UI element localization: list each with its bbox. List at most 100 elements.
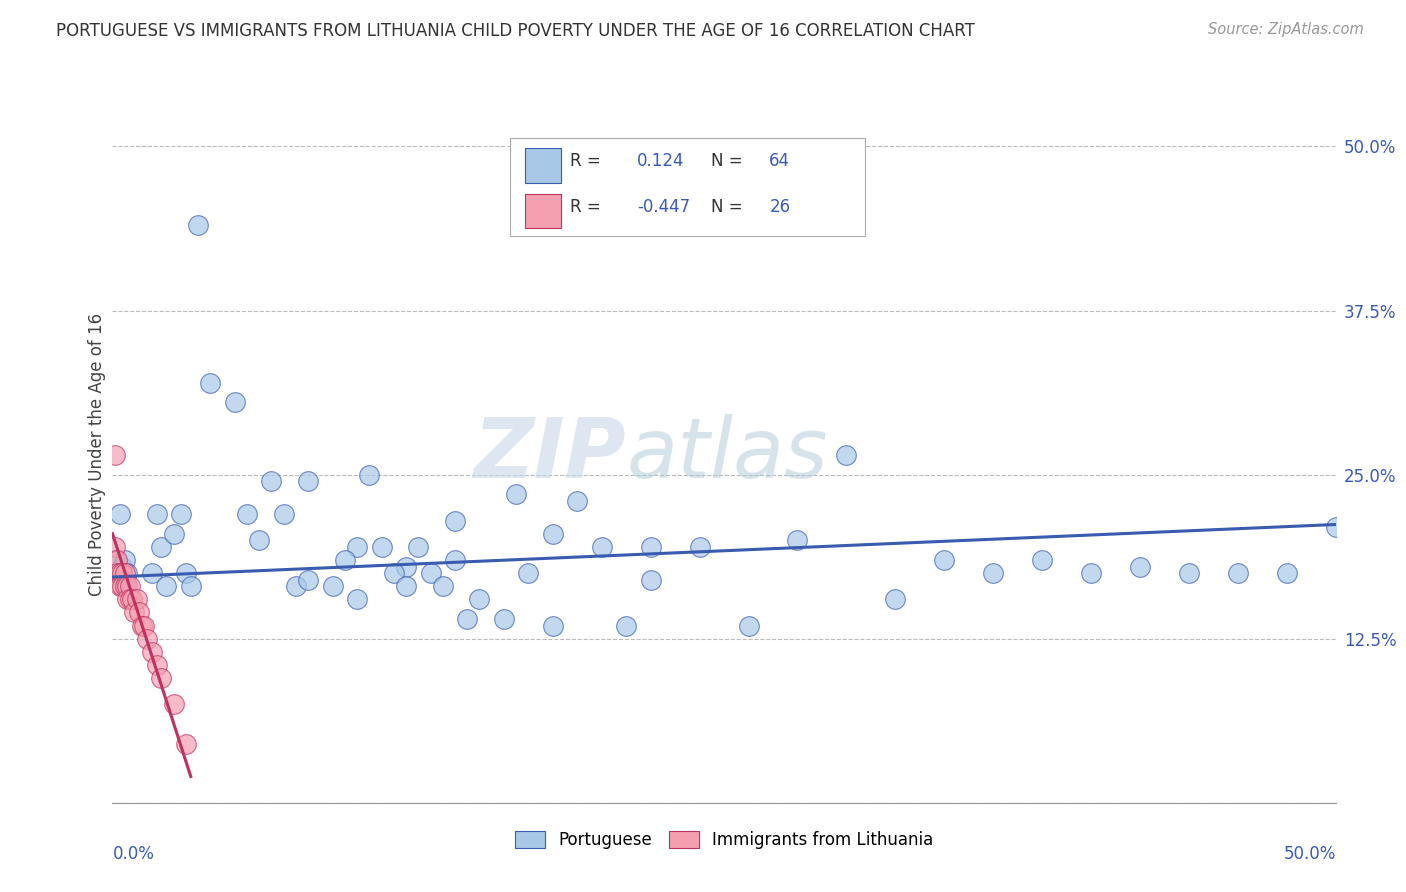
Point	[180, 579, 202, 593]
Point	[187, 218, 209, 232]
Point	[346, 540, 368, 554]
Point	[163, 698, 186, 712]
Point	[114, 566, 136, 580]
Point	[125, 592, 148, 607]
Text: 0.0%: 0.0%	[112, 845, 155, 863]
Y-axis label: Child Poverty Under the Age of 16: Child Poverty Under the Age of 16	[87, 313, 105, 597]
Text: N =: N =	[710, 198, 748, 216]
Point	[114, 579, 136, 593]
Point	[135, 632, 157, 646]
Point	[108, 507, 131, 521]
Text: 64: 64	[769, 153, 790, 170]
Point	[141, 645, 163, 659]
Text: PORTUGUESE VS IMMIGRANTS FROM LITHUANIA CHILD POVERTY UNDER THE AGE OF 16 CORREL: PORTUGUESE VS IMMIGRANTS FROM LITHUANIA …	[56, 22, 976, 40]
Point	[131, 618, 153, 632]
Point	[395, 559, 418, 574]
Point	[105, 553, 128, 567]
Point	[1178, 566, 1201, 580]
Point	[163, 526, 186, 541]
Point	[322, 579, 344, 593]
Point	[260, 474, 283, 488]
Point	[468, 592, 491, 607]
Point	[124, 606, 146, 620]
Point	[118, 579, 141, 593]
Text: 50.0%: 50.0%	[1284, 845, 1336, 863]
Point	[444, 514, 467, 528]
Point	[640, 573, 662, 587]
Point	[145, 657, 167, 672]
Point	[432, 579, 454, 593]
Text: N =: N =	[710, 153, 748, 170]
Text: Source: ZipAtlas.com: Source: ZipAtlas.com	[1208, 22, 1364, 37]
Point	[408, 540, 430, 554]
Text: R =: R =	[569, 198, 606, 216]
Point	[1080, 566, 1102, 580]
Point	[567, 494, 589, 508]
FancyBboxPatch shape	[524, 194, 561, 228]
Point	[236, 507, 259, 521]
Point	[737, 618, 759, 632]
Point	[115, 579, 138, 593]
Point	[111, 559, 134, 574]
Point	[835, 448, 858, 462]
Point	[104, 540, 127, 554]
Point	[115, 566, 138, 580]
Point	[591, 540, 613, 554]
Point	[505, 487, 527, 501]
Point	[395, 579, 418, 593]
Point	[174, 737, 197, 751]
Point	[170, 507, 193, 521]
Text: 0.124: 0.124	[637, 153, 685, 170]
Point	[346, 592, 368, 607]
Point	[541, 618, 564, 632]
Point	[981, 566, 1004, 580]
Point	[419, 566, 441, 580]
Point	[141, 566, 163, 580]
Point	[382, 566, 405, 580]
Point	[108, 566, 131, 580]
Point	[150, 671, 173, 685]
Point	[1275, 566, 1298, 580]
Text: 26: 26	[769, 198, 790, 216]
Point	[134, 618, 156, 632]
Point	[118, 592, 141, 607]
Text: -0.447: -0.447	[637, 198, 690, 216]
Point	[456, 612, 478, 626]
Point	[517, 566, 540, 580]
FancyBboxPatch shape	[524, 148, 561, 183]
Point	[1129, 559, 1152, 574]
Point	[884, 592, 907, 607]
Point	[689, 540, 711, 554]
Point	[934, 553, 956, 567]
Point	[105, 566, 128, 580]
FancyBboxPatch shape	[510, 138, 865, 235]
Point	[114, 553, 136, 567]
Point	[541, 526, 564, 541]
Point	[111, 579, 134, 593]
Point	[1226, 566, 1249, 580]
Point	[297, 573, 319, 587]
Point	[273, 507, 295, 521]
Text: R =: R =	[569, 153, 606, 170]
Point	[640, 540, 662, 554]
Legend: Portuguese, Immigrants from Lithuania: Portuguese, Immigrants from Lithuania	[506, 822, 942, 857]
Point	[155, 579, 177, 593]
Point	[370, 540, 392, 554]
Point	[284, 579, 308, 593]
Point	[128, 606, 150, 620]
Point	[121, 592, 143, 607]
Point	[104, 448, 127, 462]
Point	[108, 579, 131, 593]
Point	[492, 612, 515, 626]
Point	[333, 553, 356, 567]
Point	[145, 507, 167, 521]
Point	[200, 376, 222, 390]
Point	[247, 533, 270, 548]
Point	[786, 533, 808, 548]
Point	[444, 553, 467, 567]
Text: ZIP: ZIP	[474, 415, 626, 495]
Point	[1324, 520, 1347, 534]
Point	[104, 553, 127, 567]
Point	[224, 395, 246, 409]
Point	[174, 566, 197, 580]
